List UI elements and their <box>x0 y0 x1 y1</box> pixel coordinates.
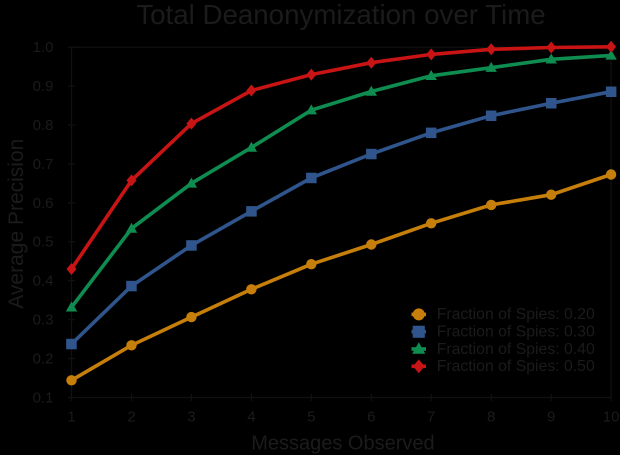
svg-text:4: 4 <box>247 408 255 425</box>
svg-text:1.0: 1.0 <box>33 39 54 56</box>
svg-text:0.3: 0.3 <box>33 312 54 329</box>
svg-text:0.9: 0.9 <box>33 78 54 95</box>
svg-text:6: 6 <box>367 408 375 425</box>
svg-text:Messages Observed: Messages Observed <box>251 433 434 455</box>
svg-text:3: 3 <box>187 408 195 425</box>
svg-text:1: 1 <box>67 408 75 425</box>
svg-text:0.1: 0.1 <box>33 389 54 406</box>
svg-text:Fraction of Spies: 0.30: Fraction of Spies: 0.30 <box>437 324 595 341</box>
svg-text:5: 5 <box>307 408 315 425</box>
svg-text:7: 7 <box>427 408 435 425</box>
svg-text:0.7: 0.7 <box>33 156 54 173</box>
svg-text:0.6: 0.6 <box>33 195 54 212</box>
svg-text:8: 8 <box>487 408 495 425</box>
svg-text:0.8: 0.8 <box>33 117 54 134</box>
svg-text:2: 2 <box>127 408 135 425</box>
svg-text:0.5: 0.5 <box>33 234 54 251</box>
svg-text:0.4: 0.4 <box>33 273 54 290</box>
svg-text:Fraction of Spies: 0.40: Fraction of Spies: 0.40 <box>437 341 595 358</box>
svg-text:Fraction of Spies: 0.20: Fraction of Spies: 0.20 <box>437 306 595 323</box>
svg-text:10: 10 <box>603 408 620 425</box>
svg-text:Average Precision: Average Precision <box>5 139 28 309</box>
svg-text:Total Deanonymization over Tim: Total Deanonymization over Time <box>136 0 545 30</box>
svg-text:Fraction of Spies: 0.50: Fraction of Spies: 0.50 <box>437 358 595 375</box>
svg-text:0.2: 0.2 <box>33 351 54 368</box>
svg-text:9: 9 <box>547 408 555 425</box>
